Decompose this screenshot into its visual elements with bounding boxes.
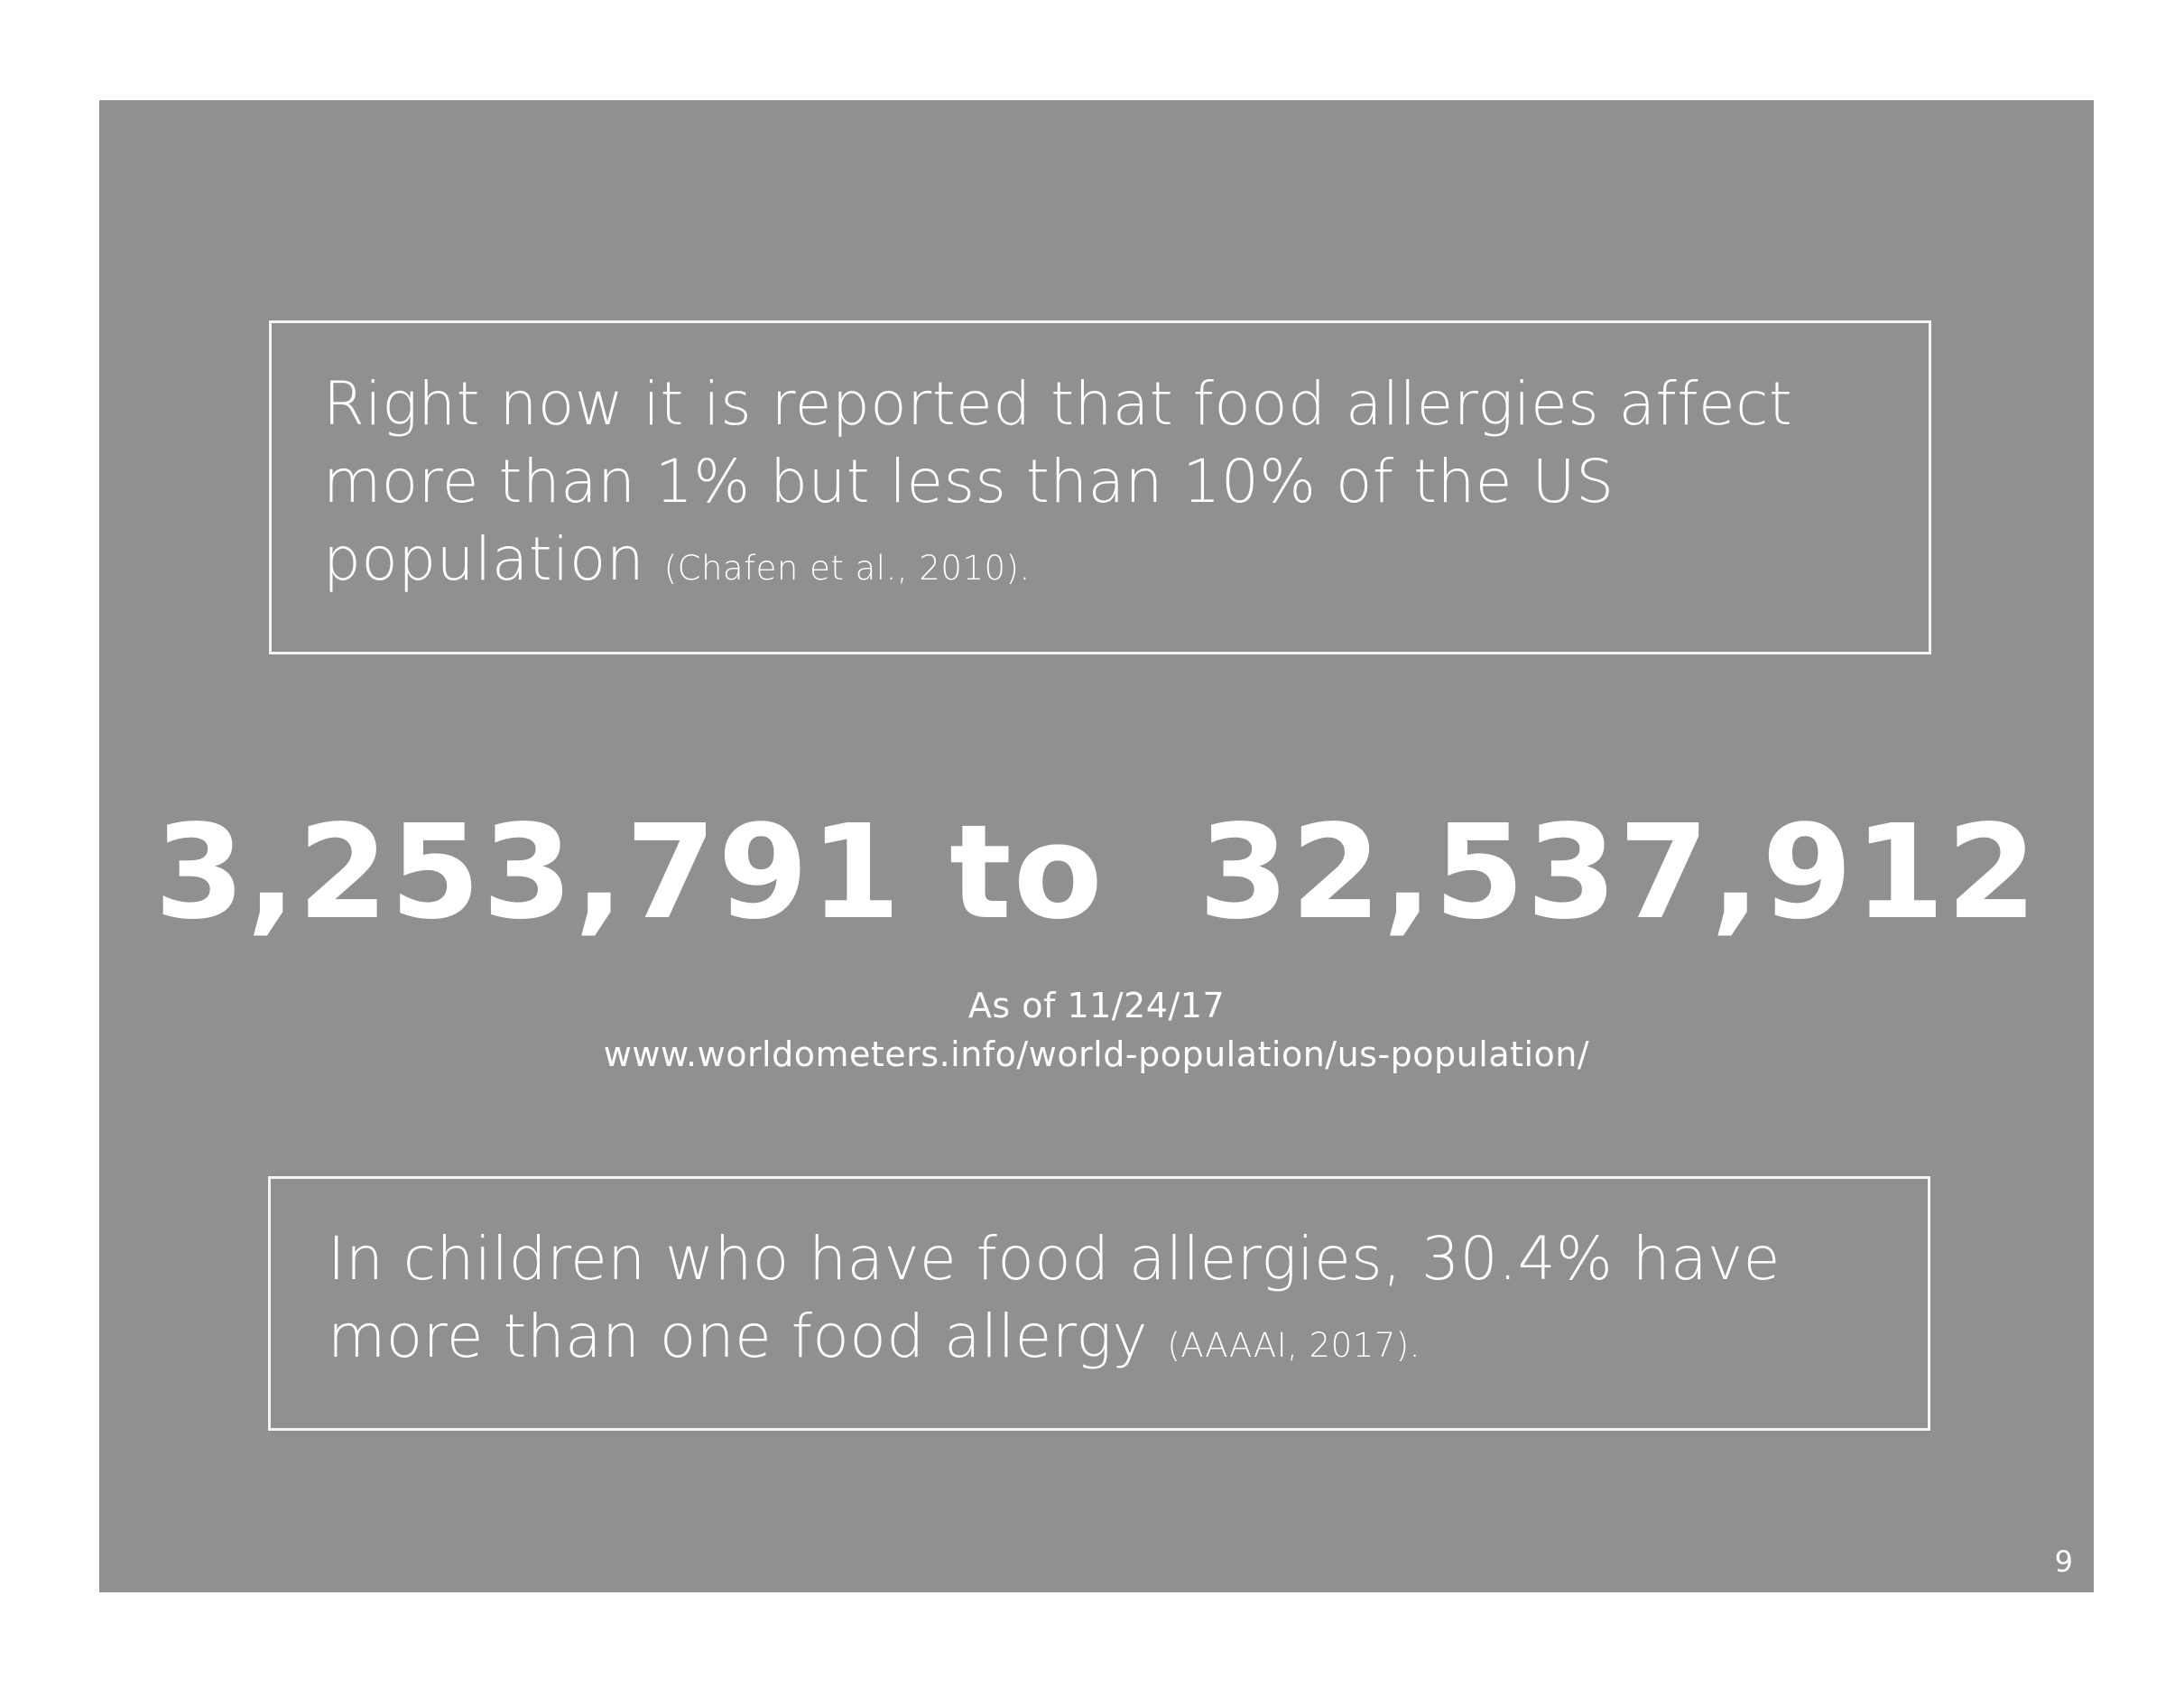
top-quote: Right now it is reported that food aller… xyxy=(323,366,1929,607)
source-url: www.worldometers.info/world-population/u… xyxy=(603,1034,1590,1074)
source-date: As of 11/24/17 xyxy=(967,986,1226,1025)
bottom-quote: In children who have food allergies, 30.… xyxy=(328,1220,1928,1385)
bottom-quote-text: In children who have food allergies, 30.… xyxy=(328,1224,1781,1371)
population-high: 32,537,912 xyxy=(1198,796,2039,948)
page-number: 9 xyxy=(2054,1544,2073,1579)
top-quote-text: Right now it is reported that food aller… xyxy=(323,369,1793,594)
top-quote-citation: (Chafen et al., 2010). xyxy=(663,549,1031,588)
population-connector: to xyxy=(949,796,1105,948)
population-low: 3,253,791 xyxy=(154,796,902,948)
population-range: 3,253,791 to 32,537,912 xyxy=(99,795,2094,949)
bottom-quote-box: In children who have food allergies, 30.… xyxy=(268,1176,1930,1431)
slide: Right now it is reported that food aller… xyxy=(99,100,2094,1592)
top-quote-box: Right now it is reported that food aller… xyxy=(269,320,1931,654)
bottom-quote-citation: (AAAAI, 2017). xyxy=(1167,1326,1421,1365)
